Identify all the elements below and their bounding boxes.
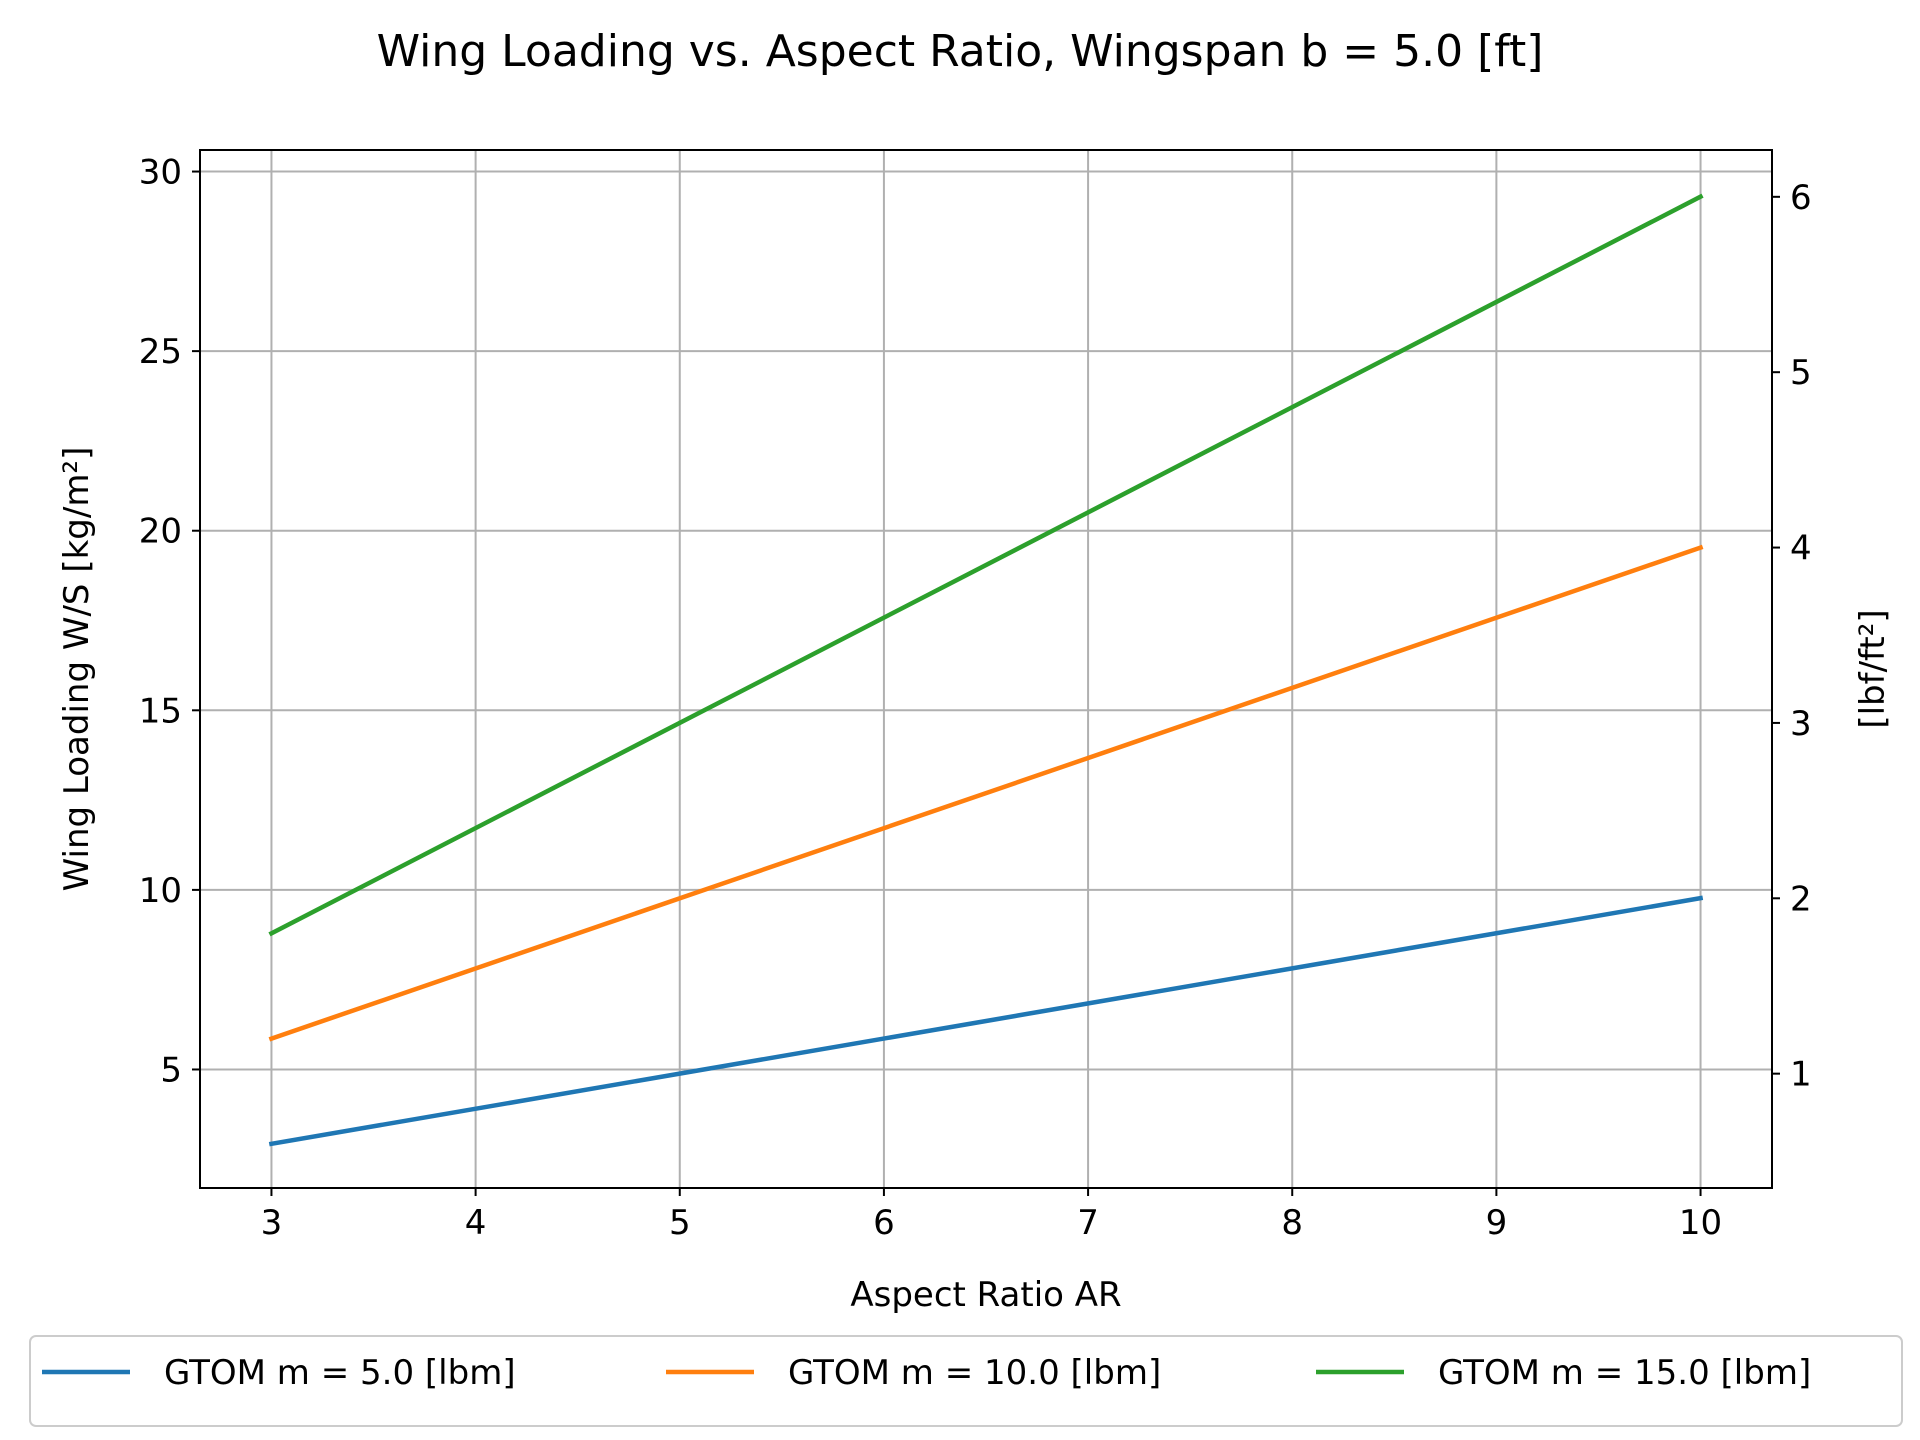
x-tick-label: 3	[261, 1203, 283, 1243]
y-tick-label: 30	[139, 153, 182, 193]
y-tick-label: 5	[160, 1050, 182, 1090]
y-right-axis-ticks: 1 2 3 4 5 6	[1772, 178, 1812, 1095]
series-line-1	[268, 895, 1704, 1147]
y-right-tick-label: 1	[1790, 1055, 1812, 1095]
x-tick-label: 6	[873, 1203, 895, 1243]
y-axis-ticks: 5 10 15 20 25 30	[139, 153, 200, 1090]
x-tick-label: 10	[1679, 1203, 1722, 1243]
y-right-axis-label: [lbf/ft²]	[1853, 609, 1893, 728]
x-axis-ticks: 3 4 5 6 7 8 9 10	[261, 1188, 1722, 1243]
y-right-tick-label: 2	[1790, 879, 1812, 919]
series-line-2	[268, 544, 1704, 1042]
y-tick-label: 10	[139, 871, 182, 911]
plot-frame	[199, 149, 1773, 1189]
legend-label-3: GTOM m = 15.0 [lbm]	[1438, 1353, 1811, 1393]
legend-label-1: GTOM m = 5.0 [lbm]	[164, 1353, 516, 1393]
y-tick-label: 20	[139, 512, 182, 552]
x-tick-label: 7	[1077, 1203, 1099, 1243]
x-axis-label: Aspect Ratio AR	[850, 1275, 1121, 1315]
grid	[200, 150, 1772, 1188]
y-right-tick-label: 6	[1790, 178, 1812, 218]
y-tick-label: 25	[139, 332, 182, 372]
x-tick-label: 8	[1281, 1203, 1303, 1243]
y-right-tick-label: 5	[1790, 353, 1812, 393]
x-tick-label: 9	[1486, 1203, 1508, 1243]
y-right-tick-label: 3	[1790, 704, 1812, 744]
chart-title: Wing Loading vs. Aspect Ratio, Wingspan …	[377, 26, 1544, 77]
legend-label-2: GTOM m = 10.0 [lbm]	[788, 1353, 1161, 1393]
legend-items: GTOM m = 5.0 [lbm] GTOM m = 10.0 [lbm] GTO…	[42, 1353, 1811, 1393]
x-tick-label: 4	[465, 1203, 487, 1243]
y-tick-label: 15	[139, 691, 182, 731]
series-line-3	[268, 193, 1704, 937]
y-axis-label: Wing Loading W/S [kg/m²]	[57, 447, 97, 892]
y-right-tick-label: 4	[1790, 529, 1812, 569]
x-tick-label: 5	[669, 1203, 691, 1243]
legend: GTOM m = 5.0 [lbm] GTOM m = 10.0 [lbm] GTO…	[29, 1335, 1903, 1427]
series-lines	[268, 193, 1704, 1147]
legend-box	[29, 1335, 1903, 1427]
